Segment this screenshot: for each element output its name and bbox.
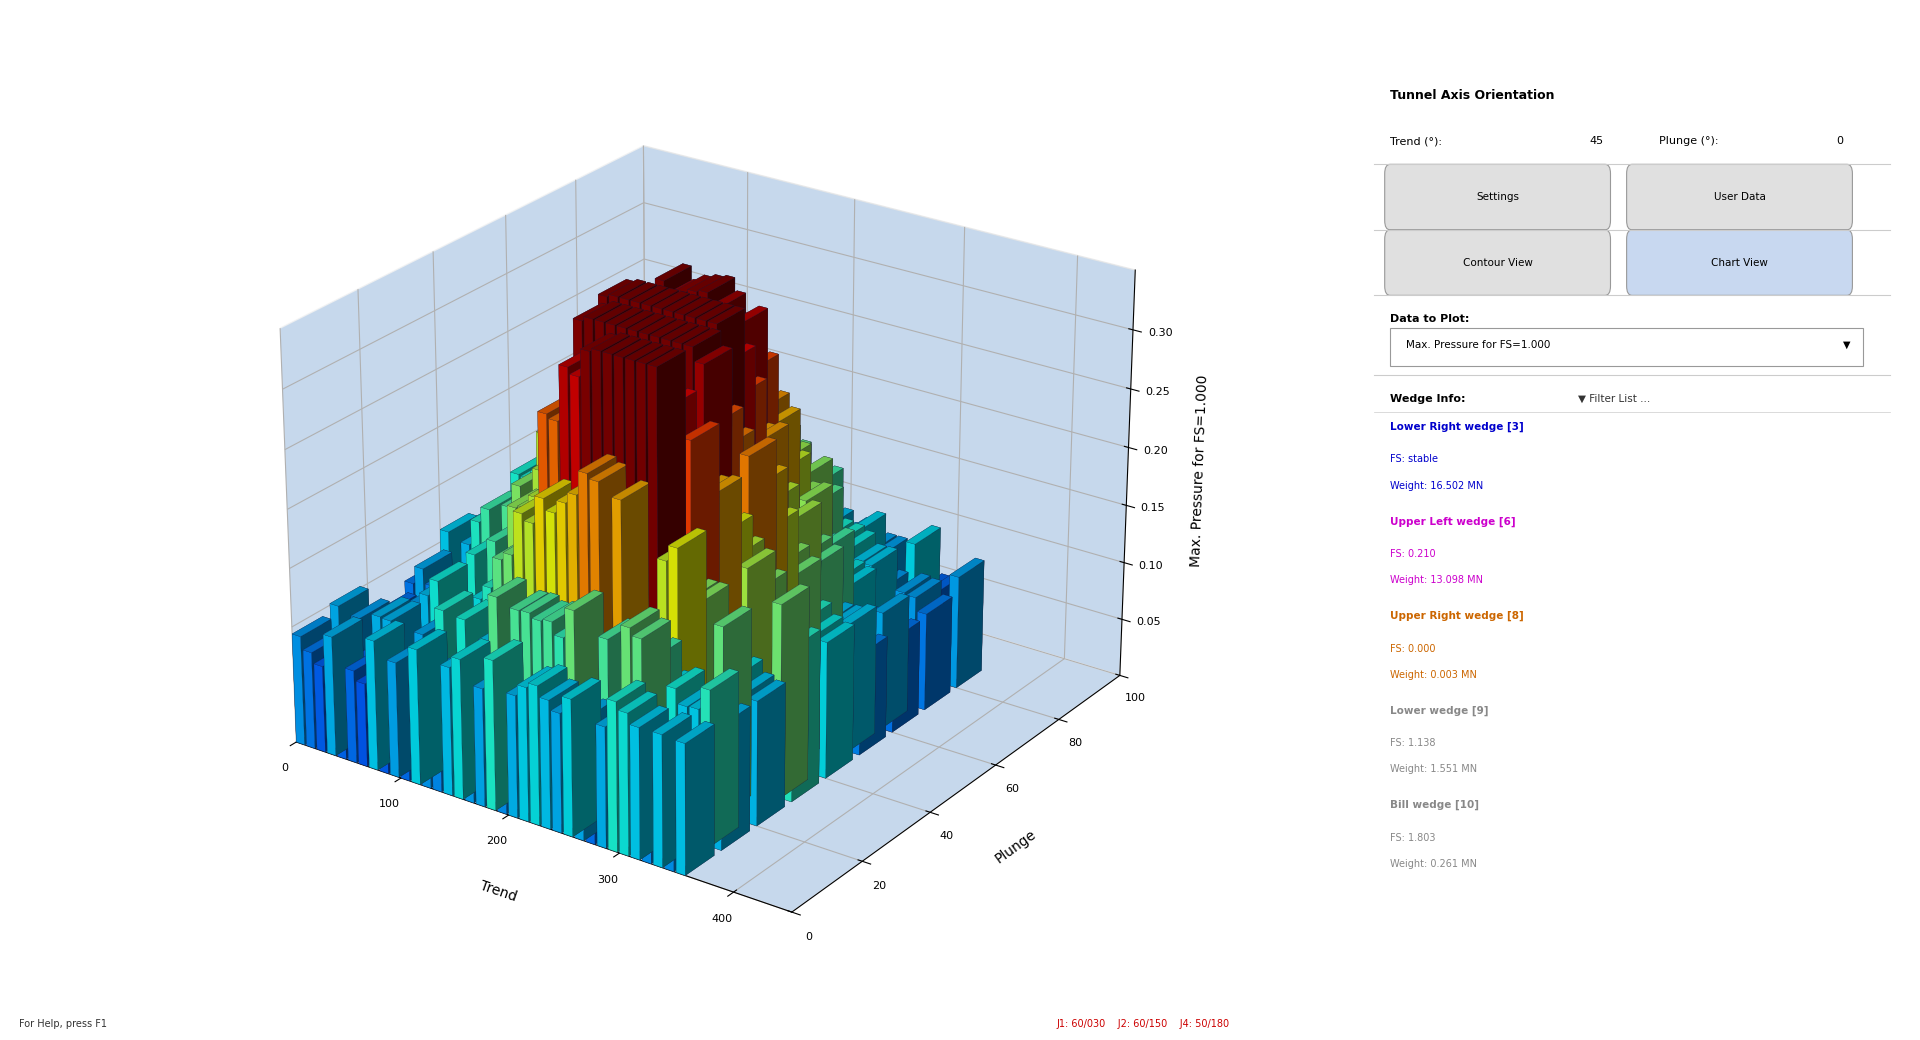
FancyBboxPatch shape <box>1626 164 1853 230</box>
Text: FS: 0.210: FS: 0.210 <box>1390 549 1436 560</box>
X-axis label: Trend: Trend <box>478 879 518 904</box>
FancyBboxPatch shape <box>1626 230 1853 295</box>
Text: J1: 60/030    J2: 60/150    J4: 50/180: J1: 60/030 J2: 60/150 J4: 50/180 <box>1056 1019 1229 1030</box>
Text: Settings: Settings <box>1476 192 1519 202</box>
FancyBboxPatch shape <box>1390 328 1862 365</box>
Text: Plunge (°):: Plunge (°): <box>1659 136 1718 147</box>
Text: Wedge Info:: Wedge Info: <box>1390 393 1465 404</box>
Text: Tunnel Axis Orientation: Tunnel Axis Orientation <box>1390 89 1555 102</box>
Text: ▼ Filter List ...: ▼ Filter List ... <box>1578 393 1651 404</box>
Text: Weight: 1.551 MN: Weight: 1.551 MN <box>1390 764 1476 775</box>
Text: FS: 1.803: FS: 1.803 <box>1390 833 1436 842</box>
Text: User Data: User Data <box>1713 192 1766 202</box>
Text: 0: 0 <box>1836 136 1843 147</box>
Text: Unwedge - [Tutorial 15 Tunnel Orientations Analysis.weg5* - Tunnel Axis Plot - R: Unwedge - [Tutorial 15 Tunnel Orientatio… <box>19 19 624 28</box>
Text: Upper Right wedge [8]: Upper Right wedge [8] <box>1390 610 1524 621</box>
Text: 45: 45 <box>1590 136 1603 147</box>
Text: Weight: 16.502 MN: Weight: 16.502 MN <box>1390 480 1484 491</box>
Text: Weight: 13.098 MN: Weight: 13.098 MN <box>1390 575 1482 586</box>
Text: Chart View: Chart View <box>1711 258 1768 267</box>
Text: Weight: 0.003 MN: Weight: 0.003 MN <box>1390 670 1476 680</box>
Text: For Help, press F1: For Help, press F1 <box>19 1019 108 1030</box>
Text: Trend (°):: Trend (°): <box>1390 136 1442 147</box>
Text: Max. Pressure for FS=1.000: Max. Pressure for FS=1.000 <box>1405 340 1551 350</box>
Text: Lower wedge [9]: Lower wedge [9] <box>1390 705 1488 716</box>
Text: Bill wedge [10]: Bill wedge [10] <box>1390 800 1478 810</box>
FancyBboxPatch shape <box>1384 164 1611 230</box>
Text: FS: 0.000: FS: 0.000 <box>1390 644 1436 653</box>
Text: ▼: ▼ <box>1843 340 1851 350</box>
Text: Data to Plot:: Data to Plot: <box>1390 314 1469 324</box>
Text: Weight: 0.261 MN: Weight: 0.261 MN <box>1390 859 1476 868</box>
Text: Upper Left wedge [6]: Upper Left wedge [6] <box>1390 516 1515 526</box>
Text: FS: 1.138: FS: 1.138 <box>1390 738 1436 748</box>
Text: Lower Right wedge [3]: Lower Right wedge [3] <box>1390 421 1524 432</box>
Y-axis label: Plunge: Plunge <box>993 828 1039 866</box>
Text: FS: stable: FS: stable <box>1390 454 1438 465</box>
Text: Contour View: Contour View <box>1463 258 1532 267</box>
FancyBboxPatch shape <box>1384 230 1611 295</box>
